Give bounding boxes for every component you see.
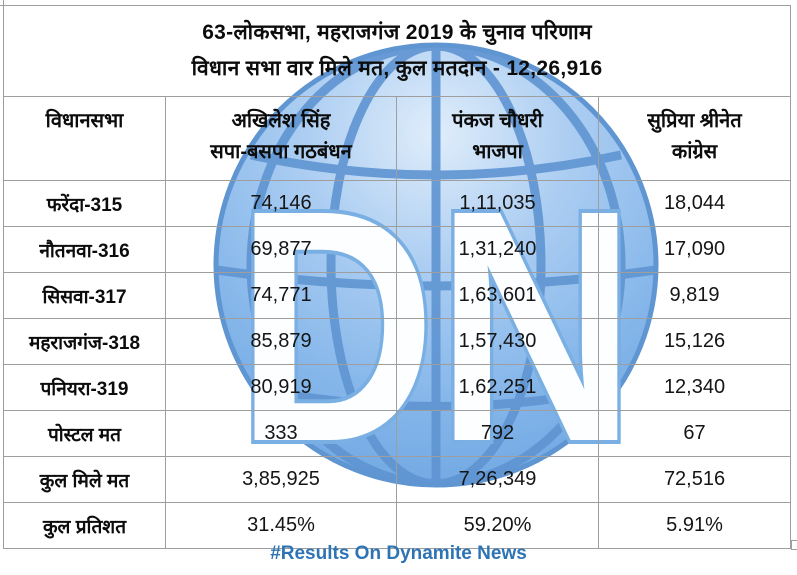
- row-label: कुल मिले मत: [3, 456, 166, 503]
- table-cell: 74,771: [165, 272, 397, 319]
- table-cell: 5.91%: [597, 502, 792, 549]
- table-title: 63-लोकसभा, महराजगंज 2019 के चुनाव परिणाम…: [2, 5, 792, 97]
- table-cell: 69,877: [165, 226, 397, 273]
- table-cell: 12,340: [597, 364, 792, 411]
- table-cell: 1,62,251: [396, 364, 599, 411]
- table-cell: 9,819: [597, 272, 792, 319]
- title-line-1: 63-लोकसभा, महराजगंज 2019 के चुनाव परिणाम: [202, 21, 592, 44]
- title-line-2: विधान सभा वार मिले मत, कुल मतदान - 12,26…: [191, 57, 603, 80]
- table-cell: 67: [597, 410, 792, 457]
- table-cell: 72,516: [597, 456, 792, 503]
- row-label: सिसवा-317: [3, 272, 166, 319]
- column-header-sp-bsp: अखिलेश सिंह सपा-बसपा गठबंधन: [165, 96, 397, 181]
- table-row: सिसवा-317 74,771 1,63,601 9,819: [3, 272, 792, 319]
- column-header-congress: सुप्रिया श्रीनेत कांग्रेस: [597, 96, 792, 181]
- table-row: पोस्टल मत 333 792 67: [3, 410, 792, 457]
- column-header-bjp: पंकज चौधरी भाजपा: [396, 96, 599, 181]
- table-cell: 7,26,349: [396, 456, 599, 503]
- table-cell: 333: [165, 410, 397, 457]
- table-cell: 1,63,601: [396, 272, 599, 319]
- column-header-constituency: विधानसभा: [3, 96, 166, 181]
- table-row: पनियरा-319 80,919 1,62,251 12,340: [3, 364, 792, 411]
- row-label: नौतनवा-316: [3, 226, 166, 273]
- table-cell: 1,31,240: [396, 226, 599, 273]
- table-row: महराजगंज-318 85,879 1,57,430 15,126: [3, 318, 792, 365]
- table-cell: 15,126: [597, 318, 792, 365]
- table-cell: 80,919: [165, 364, 397, 411]
- table-row: फरेंदा-315 74,146 1,11,035 18,044: [3, 180, 792, 227]
- table-resize-handle[interactable]: [791, 540, 797, 550]
- title-row: 63-लोकसभा, महराजगंज 2019 के चुनाव परिणाम…: [2, 5, 792, 97]
- table-corner-mark-vertical: [3, 0, 4, 12]
- table-cell: 792: [396, 410, 599, 457]
- table-cell: 18,044: [597, 180, 792, 227]
- table-row: कुल मिले मत 3,85,925 7,26,349 72,516: [3, 456, 792, 503]
- table-cell: 74,146: [165, 180, 397, 227]
- row-label: कुल प्रतिशत: [3, 502, 166, 549]
- table-cell: 1,57,430: [396, 318, 599, 365]
- table-row: कुल प्रतिशत 31.45% 59.20% 5.91%: [3, 502, 792, 549]
- table-cell: 1,11,035: [396, 180, 599, 227]
- row-label: महराजगंज-318: [3, 318, 166, 365]
- row-label: फरेंदा-315: [3, 180, 166, 227]
- election-results-table: 63-लोकसभा, महराजगंज 2019 के चुनाव परिणाम…: [2, 5, 792, 549]
- table-cell: 59.20%: [396, 502, 599, 549]
- row-label: पनियरा-319: [3, 364, 166, 411]
- footer-hashtag: #Results On Dynamite News: [270, 543, 527, 564]
- header-row: विधानसभा अखिलेश सिंह सपा-बसपा गठबंधन पंक…: [3, 96, 792, 181]
- table-row: नौतनवा-316 69,877 1,31,240 17,090: [3, 226, 792, 273]
- table-cell: 31.45%: [165, 502, 397, 549]
- table-cell: 17,090: [597, 226, 792, 273]
- table-cell: 85,879: [165, 318, 397, 365]
- row-label: पोस्टल मत: [3, 410, 166, 457]
- table-corner-mark-horizontal: [0, 5, 10, 6]
- table-cell: 3,85,925: [165, 456, 397, 503]
